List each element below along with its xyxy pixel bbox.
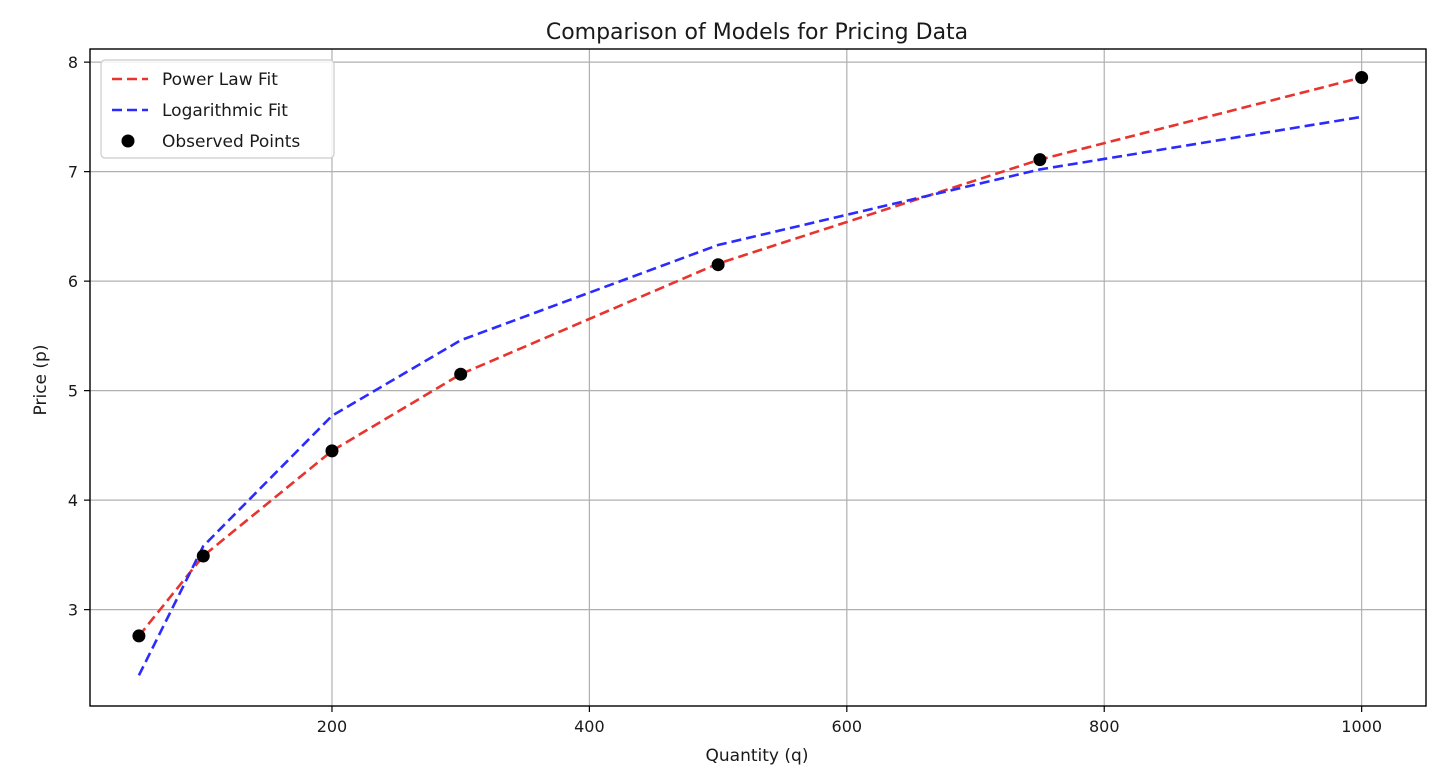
x-tick-label: 800 xyxy=(1089,717,1120,736)
y-tick-label: 8 xyxy=(68,53,78,72)
y-axis-label: Price (p) xyxy=(31,345,51,416)
y-tick-label: 5 xyxy=(68,382,78,401)
observed-points-legend-swatch xyxy=(121,134,135,148)
plot-frame xyxy=(89,48,1427,707)
y-tick-label: 3 xyxy=(68,601,78,620)
observed-point xyxy=(196,549,210,563)
x-tick-label: 400 xyxy=(574,717,605,736)
observed-point xyxy=(454,367,468,381)
observed-point xyxy=(711,258,725,272)
observed-point xyxy=(1033,153,1047,167)
logarithmic-fit-legend-label: Logarithmic Fit xyxy=(162,101,288,121)
x-tick-label: 200 xyxy=(317,717,348,736)
power-law-fit-legend-label: Power Law Fit xyxy=(162,70,278,90)
x-axis-label: Quantity (q) xyxy=(706,746,809,766)
observed-point xyxy=(325,444,339,458)
observed-points-legend-label: Observed Points xyxy=(162,132,300,152)
y-tick-label: 7 xyxy=(68,163,78,182)
axis-ticks: 200 400 600 800 1000 3 4 5 6 7 8 xyxy=(68,53,1382,736)
legend-box xyxy=(100,59,335,159)
x-tick-label: 600 xyxy=(832,717,863,736)
legend: Power Law Fit Logarithmic Fit Observed Poi… xyxy=(100,59,335,159)
logarithmic-fit-series-line xyxy=(137,115,1362,676)
series-layer xyxy=(132,70,1369,676)
chart-title: Comparison of Models for Pricing Data xyxy=(546,20,968,45)
observed-point xyxy=(1355,70,1369,84)
y-tick-label: 4 xyxy=(68,491,78,510)
observed-point xyxy=(132,629,146,643)
x-tick-label: 1000 xyxy=(1341,717,1382,736)
y-tick-label: 6 xyxy=(68,272,78,291)
grid xyxy=(90,49,1426,706)
